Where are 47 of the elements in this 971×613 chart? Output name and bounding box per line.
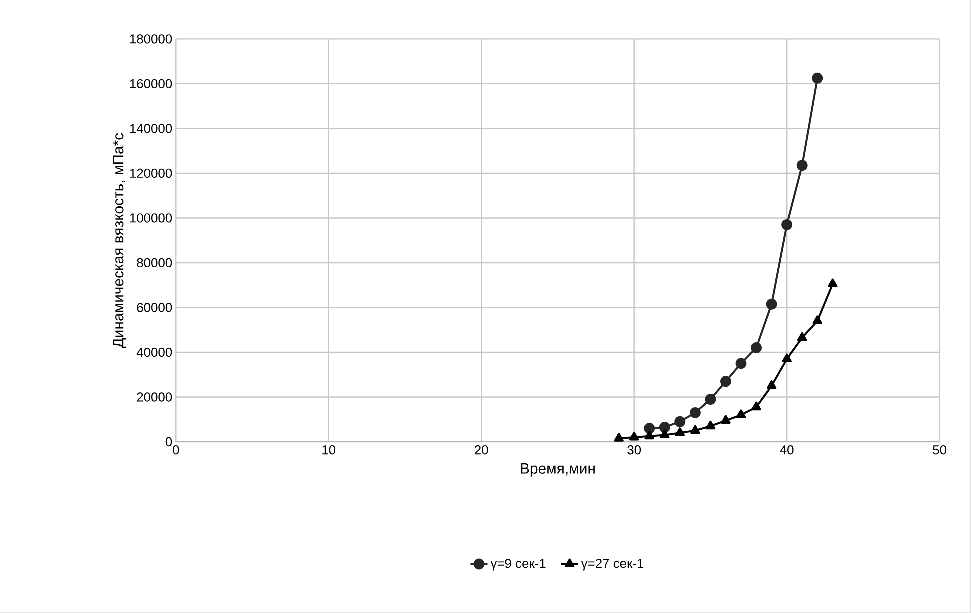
point bbox=[797, 332, 808, 342]
point bbox=[660, 430, 670, 438]
y-axis-title: Динамическая вязкость, мПа*с bbox=[113, 133, 127, 348]
point bbox=[705, 394, 716, 405]
point bbox=[629, 432, 640, 441]
point bbox=[721, 415, 731, 424]
y-tick-label: 20000 bbox=[137, 392, 172, 402]
x-tick-label: 50 bbox=[933, 445, 947, 455]
point bbox=[674, 416, 686, 428]
point bbox=[751, 342, 762, 354]
x-axis-title: Время,мин bbox=[521, 463, 595, 477]
x-tick-label: 0 bbox=[173, 445, 180, 455]
point bbox=[828, 278, 838, 288]
point bbox=[706, 420, 716, 430]
point bbox=[782, 219, 793, 230]
point bbox=[812, 316, 822, 324]
y-tick-label: 120000 bbox=[130, 168, 172, 178]
y-tick-label: 0 bbox=[166, 437, 172, 447]
point bbox=[644, 430, 654, 440]
legend-label: γ=9 сек-1 bbox=[490, 558, 546, 571]
point bbox=[782, 354, 792, 362]
point bbox=[690, 425, 700, 434]
x-tick-label: 40 bbox=[780, 445, 794, 455]
y-tick-label: 80000 bbox=[137, 258, 172, 268]
point bbox=[766, 380, 777, 390]
x-tick-label: 30 bbox=[628, 445, 642, 455]
point bbox=[720, 376, 732, 388]
point bbox=[812, 72, 824, 84]
y-tick-label: 160000 bbox=[130, 79, 172, 88]
point bbox=[659, 422, 670, 433]
x-tick-label: 10 bbox=[322, 445, 336, 455]
x-tick-label: 20 bbox=[475, 445, 488, 455]
point bbox=[644, 423, 656, 434]
point bbox=[690, 407, 701, 418]
y-tick-label: 100000 bbox=[130, 214, 172, 223]
point bbox=[796, 160, 808, 172]
point bbox=[752, 402, 762, 410]
y-tick-label: 60000 bbox=[137, 303, 172, 312]
y-tick-label: 180000 bbox=[130, 34, 172, 44]
point bbox=[736, 410, 746, 418]
legend-label: γ=27 сек-1 bbox=[581, 558, 644, 571]
y-tick-label: 140000 bbox=[130, 124, 172, 134]
point bbox=[614, 433, 624, 442]
point bbox=[766, 298, 778, 310]
point bbox=[736, 358, 747, 370]
point bbox=[675, 428, 686, 436]
y-tick-label: 40000 bbox=[136, 348, 172, 358]
